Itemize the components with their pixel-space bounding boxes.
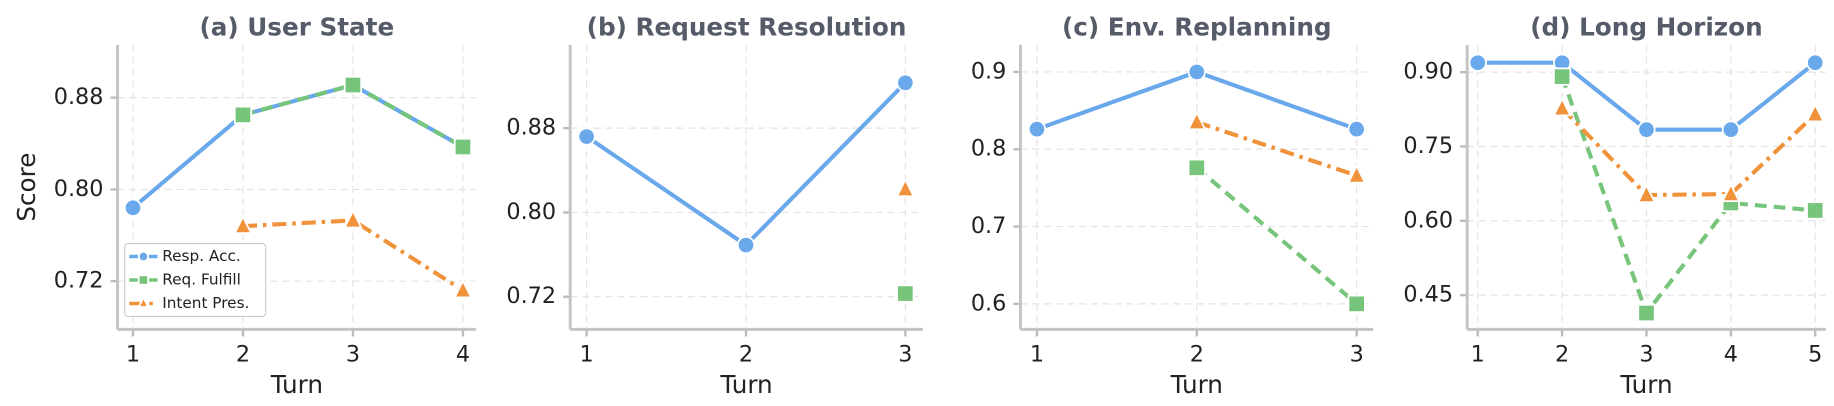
marker bbox=[1806, 53, 1825, 72]
marker bbox=[123, 198, 143, 217]
x-tick-label: 3 bbox=[898, 342, 912, 368]
marker bbox=[1187, 158, 1206, 177]
marker bbox=[1552, 96, 1572, 117]
y-tick-label: 0.80 bbox=[54, 176, 104, 202]
x-tick-label: 3 bbox=[346, 342, 360, 368]
series-line bbox=[242, 218, 465, 293]
marker bbox=[233, 214, 253, 235]
marker bbox=[1637, 303, 1656, 323]
marker bbox=[1027, 120, 1047, 139]
marker bbox=[896, 73, 915, 92]
marker bbox=[1187, 110, 1207, 131]
legend-box bbox=[124, 242, 267, 318]
x-tick-label: 4 bbox=[1724, 342, 1738, 368]
y-tick-label: 0.45 bbox=[1403, 282, 1453, 308]
series-line bbox=[1196, 120, 1358, 178]
x-tick-label: 1 bbox=[1030, 342, 1044, 368]
x-tick-label: 3 bbox=[1639, 342, 1653, 368]
x-tick-label: 2 bbox=[1190, 342, 1204, 368]
y-tick-label: 0.88 bbox=[506, 115, 556, 141]
x-tick-label: 2 bbox=[236, 342, 250, 368]
chart-title: (c) Env. Replanning bbox=[1062, 12, 1332, 41]
chart-title: (a) User State bbox=[199, 12, 394, 41]
x-tick-label: 2 bbox=[1555, 342, 1569, 368]
legend-label: Req. Fulfill bbox=[162, 271, 241, 289]
x-axis-label: Turn bbox=[270, 370, 323, 399]
marker bbox=[1721, 182, 1741, 203]
marker bbox=[1347, 294, 1366, 313]
y-tick-label: 0.60 bbox=[1403, 207, 1453, 233]
x-axis-label: Turn bbox=[719, 370, 772, 399]
marker bbox=[1347, 164, 1367, 184]
marker bbox=[1636, 183, 1657, 203]
legend-label: Intent Pres. bbox=[162, 294, 249, 312]
y-axis-label: Score bbox=[12, 153, 41, 222]
marker bbox=[1347, 120, 1366, 139]
x-tick-label: 3 bbox=[1350, 342, 1364, 368]
x-tick-label: 1 bbox=[579, 342, 593, 368]
y-tick-label: 0.72 bbox=[506, 283, 556, 309]
x-axis-label: Turn bbox=[1170, 370, 1223, 399]
x-tick-label: 4 bbox=[456, 342, 470, 368]
y-tick-label: 0.72 bbox=[54, 268, 104, 294]
y-tick-label: 0.7 bbox=[971, 213, 1007, 239]
marker bbox=[1187, 62, 1206, 82]
marker bbox=[453, 279, 473, 299]
marker bbox=[343, 75, 363, 95]
marker bbox=[233, 105, 253, 124]
marker bbox=[895, 177, 916, 198]
y-tick-label: 0.90 bbox=[1403, 59, 1453, 85]
x-tick-label: 5 bbox=[1808, 342, 1822, 368]
chart-title: (b) Request Resolution bbox=[587, 12, 907, 41]
marker bbox=[736, 235, 756, 255]
x-tick-label: 2 bbox=[739, 342, 753, 368]
series-line bbox=[1560, 75, 1816, 318]
y-tick-label: 0.88 bbox=[54, 84, 104, 110]
marker bbox=[1806, 201, 1825, 220]
marker bbox=[577, 127, 596, 146]
marker bbox=[1805, 102, 1825, 123]
legend-marker bbox=[137, 250, 150, 263]
marker bbox=[453, 137, 473, 157]
marker bbox=[343, 209, 363, 229]
series-line bbox=[1195, 166, 1359, 306]
y-tick-label: 0.75 bbox=[1403, 133, 1453, 159]
y-tick-label: 0.9 bbox=[971, 58, 1007, 84]
series-line bbox=[1560, 106, 1817, 198]
x-tick-label: 1 bbox=[126, 342, 140, 368]
marker bbox=[1468, 53, 1487, 72]
marker bbox=[1721, 120, 1740, 139]
chart-title: (d) Long Horizon bbox=[1530, 12, 1762, 41]
x-tick-label: 1 bbox=[1471, 342, 1485, 368]
marker bbox=[1553, 67, 1572, 86]
y-tick-label: 0.8 bbox=[971, 136, 1007, 162]
marker bbox=[896, 284, 915, 303]
y-tick-label: 0.80 bbox=[506, 199, 556, 225]
x-axis-label: Turn bbox=[1619, 370, 1672, 399]
y-tick-label: 0.6 bbox=[971, 290, 1007, 316]
legend-marker bbox=[137, 274, 150, 286]
marker bbox=[1637, 120, 1656, 139]
legend-label: Resp. Acc. bbox=[162, 247, 240, 265]
legend-marker bbox=[137, 295, 150, 308]
